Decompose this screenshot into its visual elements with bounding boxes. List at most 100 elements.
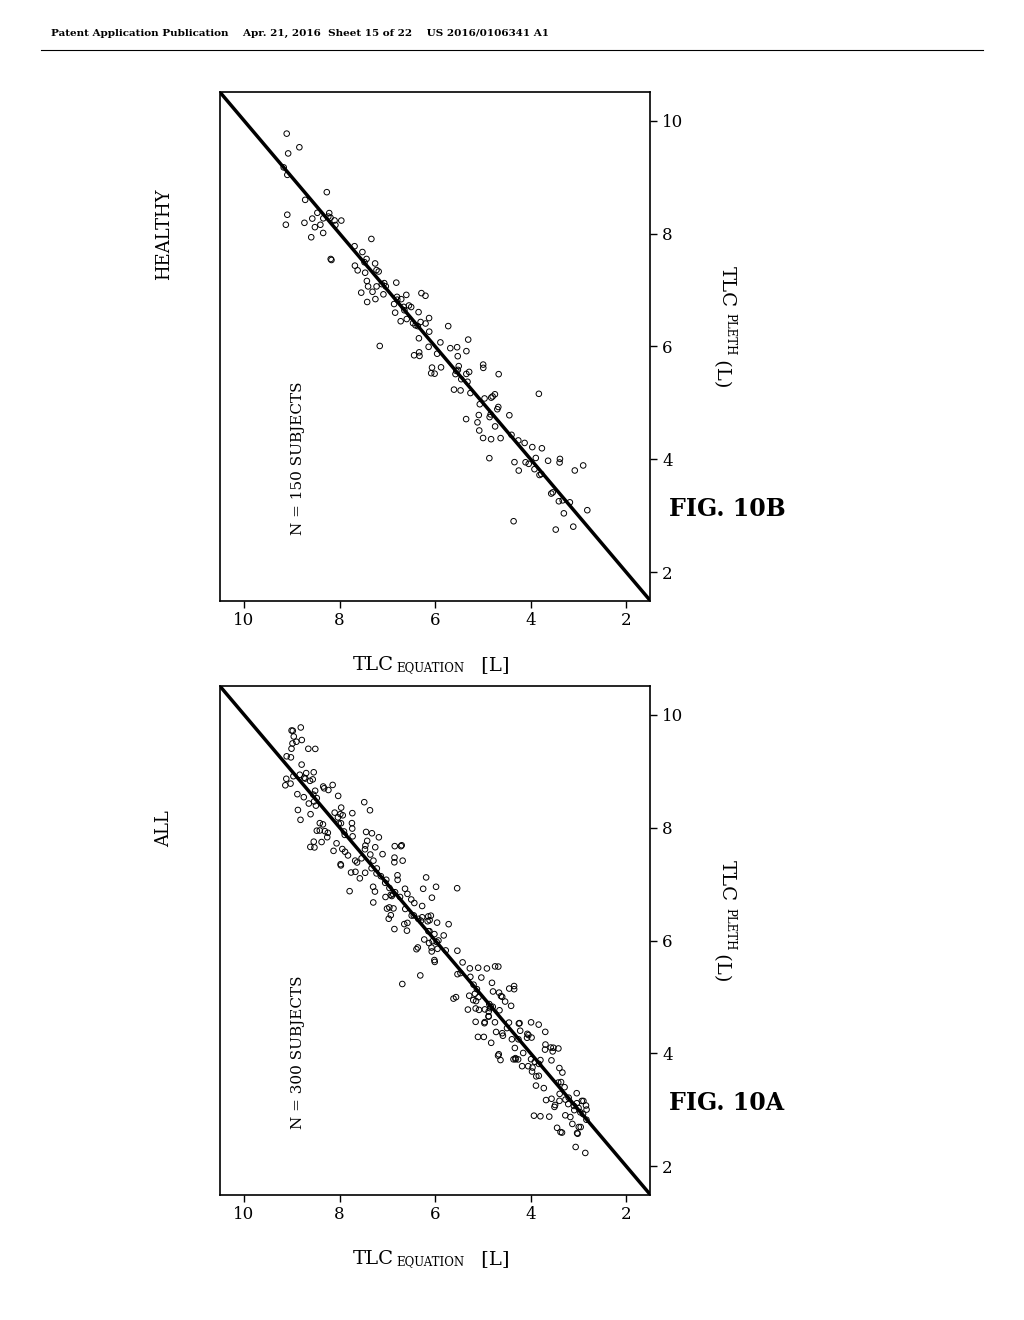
Point [424,941,440,962]
Point [560,1093,577,1114]
Text: [L]: [L] [475,656,510,675]
Point [344,813,360,834]
Point [506,975,522,997]
Point [421,932,437,953]
Point [315,222,332,243]
Point [420,920,436,941]
Point [324,249,340,271]
Point [418,313,434,334]
Point [565,1096,582,1117]
Point [476,388,493,409]
Point [308,820,325,841]
Point [422,909,438,931]
Point [375,284,391,305]
Point [490,363,507,384]
Point [330,807,346,828]
Point [476,1012,493,1034]
Point [413,911,429,932]
Point [321,780,337,801]
Point [524,437,541,458]
Point [333,855,349,876]
Point [537,1022,553,1043]
Point [396,913,413,935]
Point [440,315,457,337]
Point [354,242,371,263]
Point [497,991,513,1012]
Point [541,1106,557,1127]
Point [349,851,366,873]
Point [410,937,426,958]
Point [453,368,469,389]
Point [283,774,299,795]
Point [423,937,439,958]
Point [492,999,508,1020]
Text: EQUATION: EQUATION [396,661,465,675]
Point [580,500,596,521]
Point [470,957,486,978]
Text: FIG. 10A: FIG. 10A [670,1092,784,1115]
Point [374,273,390,294]
Point [333,813,349,834]
Point [530,1065,547,1086]
Point [572,1102,589,1123]
Point [292,809,308,830]
Point [335,805,351,826]
Point [313,832,330,853]
Point [473,968,489,989]
Point [476,1011,493,1032]
Point [426,924,442,945]
Point [560,1088,577,1109]
Point [389,865,406,886]
Point [450,346,466,367]
Point [550,1072,566,1093]
Point [470,986,486,1007]
Point [428,932,444,953]
Text: PLETH: PLETH [724,908,736,950]
Point [511,459,527,480]
Point [487,1022,504,1043]
Point [545,482,561,503]
Point [506,511,522,532]
Point [371,261,387,282]
Point [424,887,440,908]
Point [307,738,324,759]
Point [428,876,444,898]
Point [403,906,420,927]
Point [327,803,343,824]
Point [284,719,300,741]
Point [458,341,474,362]
Point [432,331,449,352]
Point [386,293,402,314]
Point [344,826,360,847]
Point [377,873,393,894]
Point [569,1123,586,1144]
Point [394,973,411,994]
Point [290,800,306,821]
Point [356,792,373,813]
Point [323,207,339,228]
Point [369,260,385,281]
Point [298,763,314,784]
Point [369,863,385,884]
Point [507,1049,523,1071]
Point [399,883,416,904]
Point [493,428,509,449]
Point [408,314,424,335]
Point [499,1018,515,1039]
Point [552,1084,568,1105]
Point [417,285,433,306]
Point [520,1024,537,1045]
Point [556,503,572,524]
Point [376,272,392,293]
Point [420,911,436,932]
Point [384,886,400,907]
Text: FIG. 10B: FIG. 10B [669,498,785,521]
Point [392,310,409,331]
Point [302,804,318,825]
Point [424,931,440,952]
Point [411,908,427,929]
Point [557,1105,573,1126]
Point [549,1117,565,1138]
Point [366,892,382,913]
Point [462,958,478,979]
